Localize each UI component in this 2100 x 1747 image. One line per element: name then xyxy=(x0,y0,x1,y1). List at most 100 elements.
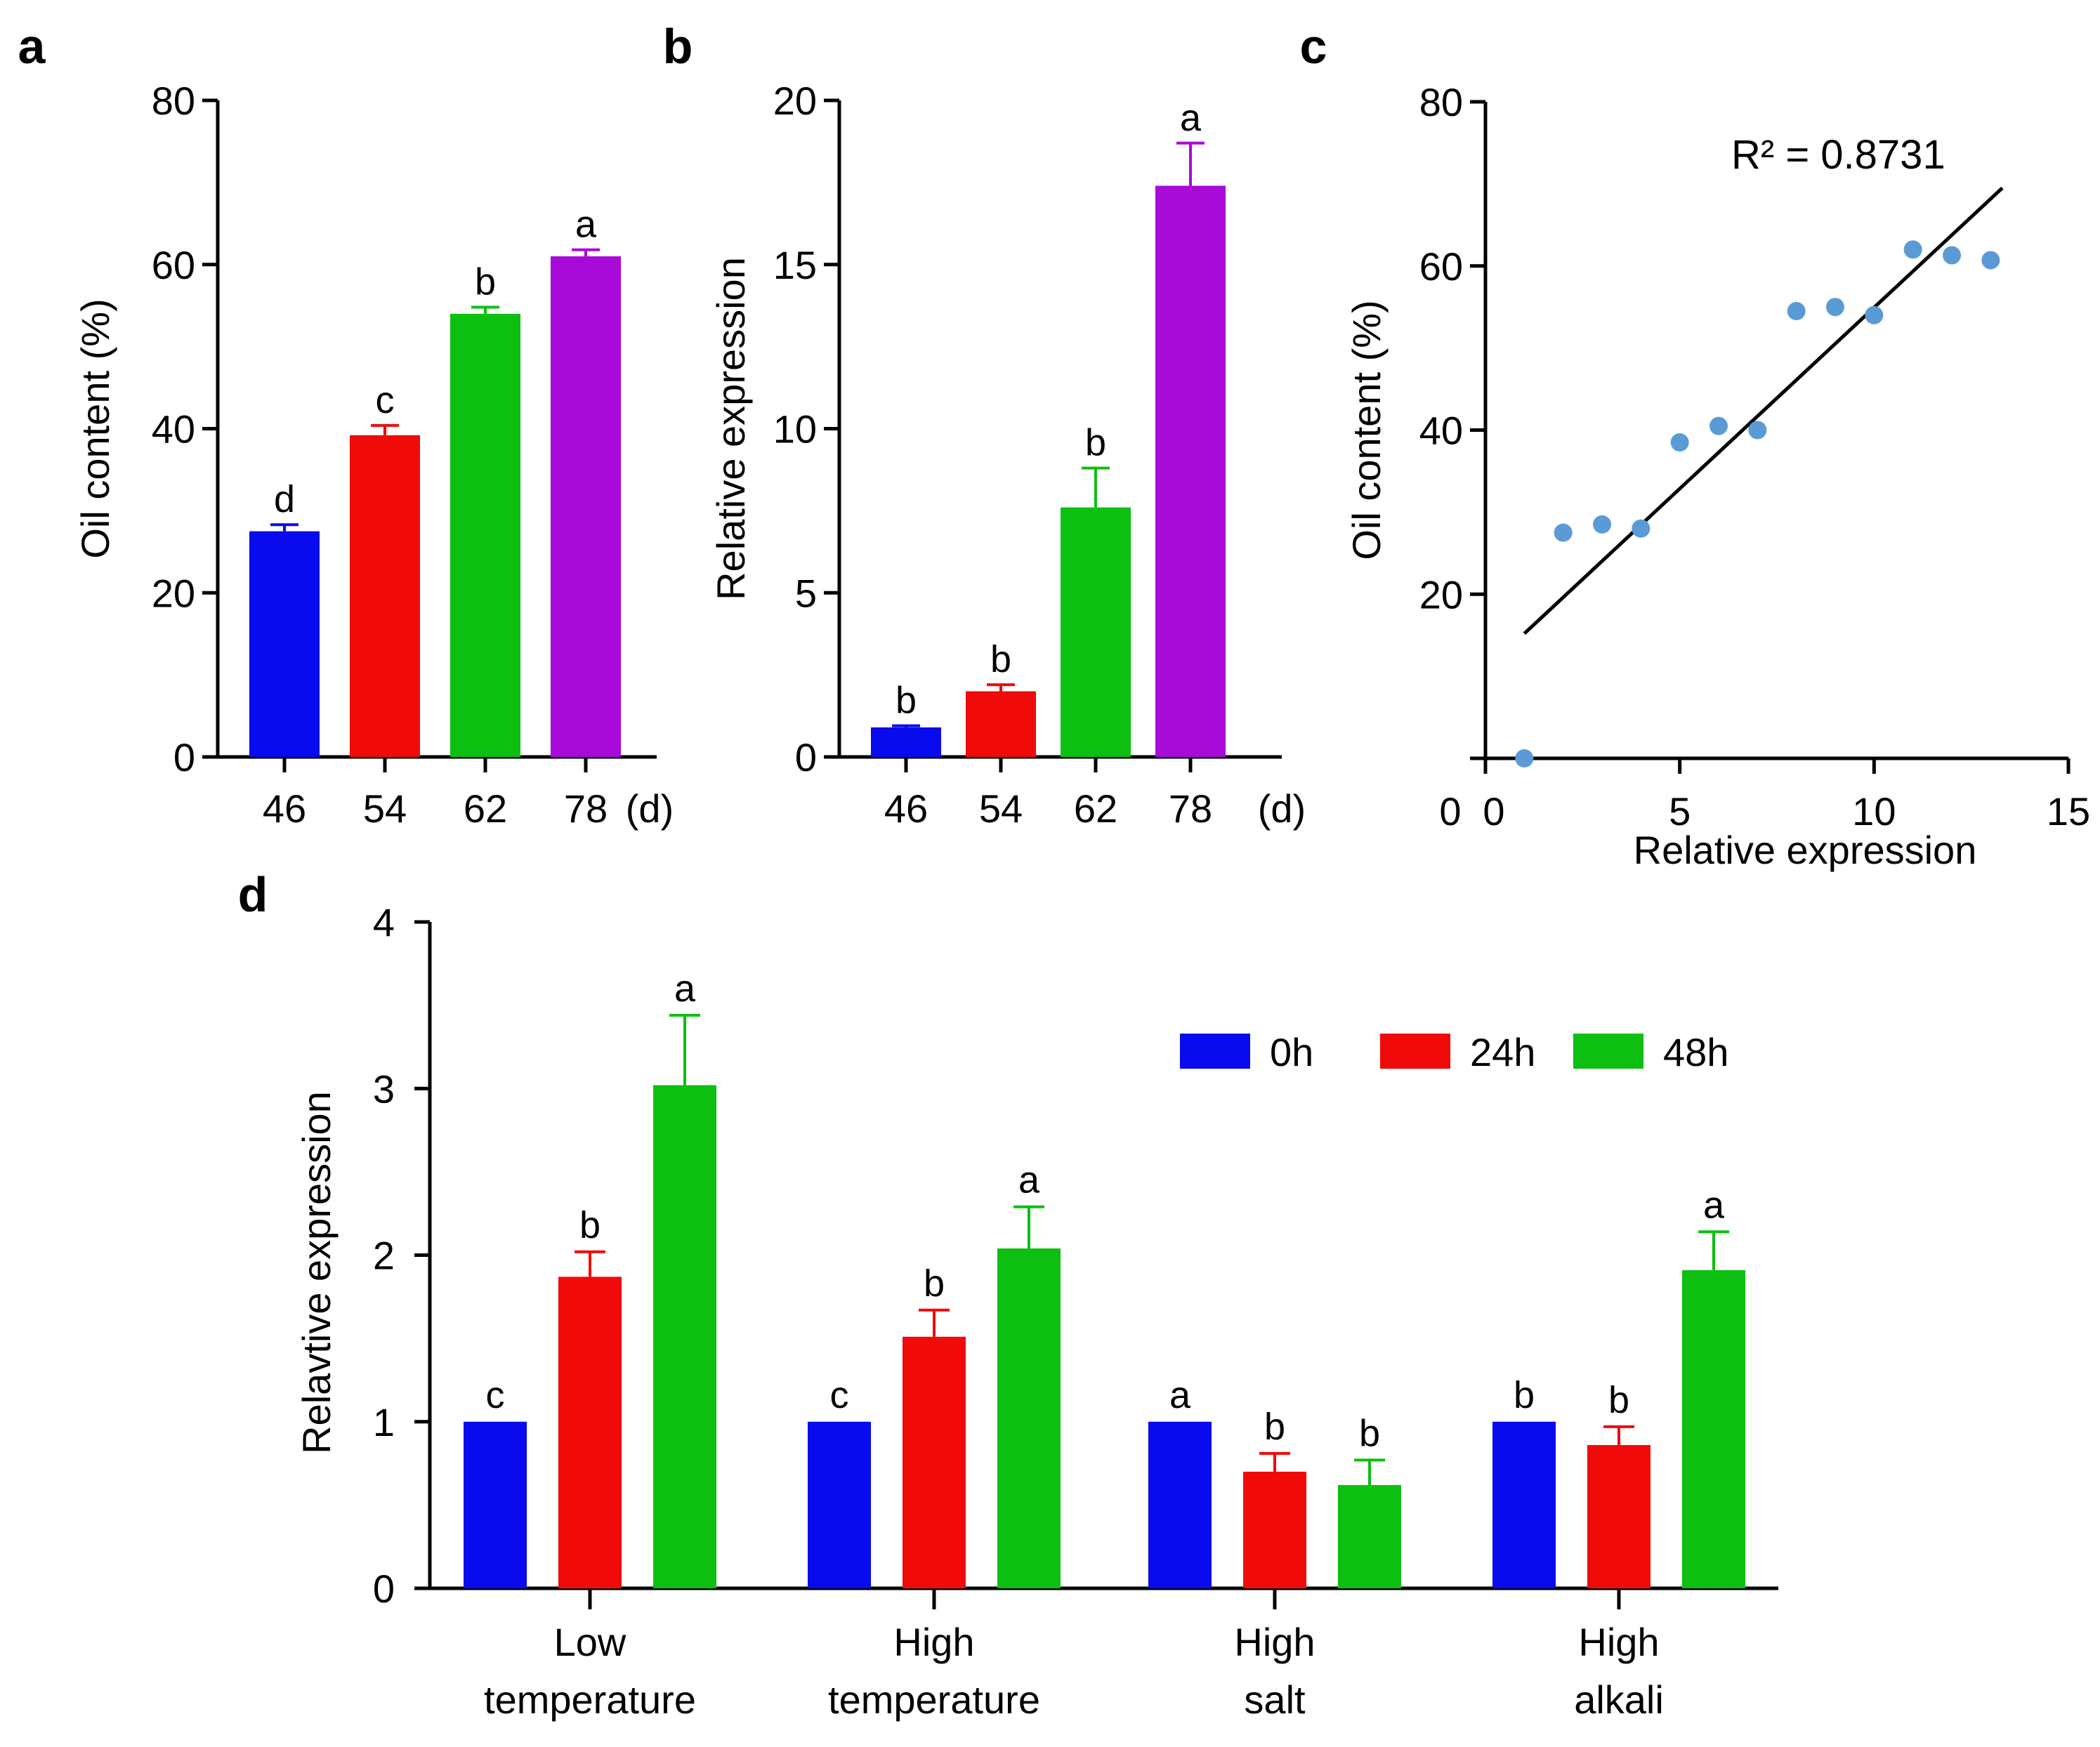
panel-c-y-tick-label: 20 xyxy=(1419,572,1463,617)
panel-a-y-tick-label: 80 xyxy=(152,79,195,123)
panel-d-significance-label: a xyxy=(1169,1374,1191,1416)
panel-d-legend-label: 24h xyxy=(1470,1030,1535,1074)
panel-b-significance-label: b xyxy=(895,680,917,722)
panel-b-bar xyxy=(871,727,941,757)
panel-a-significance-label: a xyxy=(575,204,597,246)
panel-d-x-tick-label: salt xyxy=(1244,1677,1306,1722)
panel-d-significance-label: b xyxy=(924,1263,945,1305)
panel-b-letter: b xyxy=(663,19,693,74)
panel-d-bar-0h xyxy=(808,1421,871,1588)
panel-b-x-tick-label: 46 xyxy=(884,786,928,831)
panel-c-y-axis-label: Oil content (%) xyxy=(1344,300,1389,560)
panel-d-y-tick-label: 2 xyxy=(373,1234,395,1278)
panel-c-data-point xyxy=(1632,519,1651,538)
panel-b-y-tick-label: 10 xyxy=(773,407,817,451)
panel-d-significance-label: b xyxy=(1264,1406,1285,1448)
panel-b-chart: b 0 5 10 15 20 Relative expression 46 b 54 b 62 b 78 a… xyxy=(663,19,1306,831)
panel-c-r2-annotation: R² = 0.8731 xyxy=(1731,132,1945,178)
panel-a-chart: a 0 20 40 60 80 Oil content (%) 46 d 54 c 62 b 78 a (d) xyxy=(18,19,674,831)
panel-d-bar-48h xyxy=(997,1248,1061,1588)
panel-a-bar xyxy=(249,531,320,757)
panel-d-bar-0h xyxy=(464,1421,527,1588)
panel-b-bar xyxy=(1155,185,1226,757)
panel-a-significance-label: b xyxy=(475,261,496,303)
panel-b-y-tick-label: 5 xyxy=(795,571,817,615)
panel-a-x-tick-label: 54 xyxy=(363,786,407,831)
panel-b-y-tick-label: 15 xyxy=(773,243,817,287)
panel-d-legend-swatch-0h xyxy=(1180,1034,1250,1069)
panel-a-y-axis-label: Oil content (%) xyxy=(73,298,117,558)
panel-d-significance-label: b xyxy=(1359,1412,1380,1454)
panel-b-y-tick-label: 20 xyxy=(773,79,817,123)
panel-d-x-tick-label: High xyxy=(1578,1620,1659,1664)
panel-d-bar-24h xyxy=(558,1277,622,1588)
panel-d-y-axis-label: Relavtive expression xyxy=(294,1091,339,1454)
panel-a-bar xyxy=(551,256,621,757)
panel-b-significance-label: b xyxy=(1085,422,1106,464)
panel-b-significance-label: a xyxy=(1180,97,1202,139)
panel-a-y-tick-label: 0 xyxy=(173,735,195,779)
panel-c-data-point xyxy=(1943,246,1961,265)
panel-c-x-tick-label: 5 xyxy=(1669,789,1691,833)
panel-b-bar xyxy=(1061,507,1131,757)
panel-c-data-point xyxy=(1554,523,1573,542)
panel-c-data-point xyxy=(1981,251,2000,270)
panel-d-bar-24h xyxy=(1587,1444,1651,1588)
panel-c-x-axis-label: Relative expression xyxy=(1634,828,1977,872)
panel-c-data-point xyxy=(1709,416,1728,435)
panel-a-x-tick-label: 78 xyxy=(564,786,608,831)
panel-a-x-unit-label: (d) xyxy=(626,786,674,831)
panel-b-x-unit-label: (d) xyxy=(1258,786,1306,831)
panel-d-x-tick-label: Low xyxy=(554,1620,626,1664)
panel-d-significance-label: c xyxy=(486,1374,505,1416)
panel-a-significance-label: d xyxy=(274,478,295,520)
panel-c-x-tick-label: 0 xyxy=(1483,789,1504,833)
panel-d-bar-48h xyxy=(1682,1270,1745,1588)
panel-c-data-point xyxy=(1865,305,1884,324)
panel-c-x-tick-label: 15 xyxy=(2047,789,2090,833)
panel-c-y-tick-label: 0 xyxy=(1439,789,1461,833)
panel-c-data-point xyxy=(1593,515,1611,534)
panel-c-chart: c 20 40 60 80 0 0 5 10 15 Relative expression Oil c… xyxy=(1300,19,2091,872)
panel-d-x-tick-label: temperature xyxy=(484,1677,696,1722)
panel-c-data-point xyxy=(1826,298,1844,317)
panel-d-significance-label: a xyxy=(1018,1159,1040,1201)
panel-b-y-axis-label: Relative expression xyxy=(709,257,753,600)
panel-d-legend-label: 48h xyxy=(1663,1030,1728,1074)
panel-d-bar-24h xyxy=(1243,1471,1306,1588)
panel-d-x-tick-label: High xyxy=(1234,1620,1315,1664)
panel-c-data-point xyxy=(1748,421,1767,440)
panel-a-letter: a xyxy=(18,19,46,74)
panel-d-bar-48h xyxy=(653,1085,716,1588)
panel-d-bar-24h xyxy=(903,1336,966,1588)
panel-a-x-tick-label: 62 xyxy=(464,786,507,831)
panel-d-x-tick-label: alkali xyxy=(1574,1677,1664,1722)
panel-d-letter: d xyxy=(238,867,268,922)
panel-c-x-tick-label: 10 xyxy=(1852,789,1896,833)
panel-c-y-tick-label: 80 xyxy=(1419,80,1463,124)
panel-a-bar xyxy=(450,313,520,757)
panel-b-y-tick-label: 0 xyxy=(795,735,817,779)
panel-c-data-point xyxy=(1787,302,1806,321)
panel-c-letter: c xyxy=(1300,19,1327,74)
panel-a-significance-label: c xyxy=(376,379,395,421)
panel-d-legend-swatch-24h xyxy=(1380,1034,1450,1069)
panel-c-data-point xyxy=(1903,240,1922,259)
panel-b-significance-label: b xyxy=(990,638,1011,680)
panel-d-significance-label: b xyxy=(579,1204,601,1246)
panel-d-chart: d 0 1 2 3 4 Relavtive expression c c a b b b b b a a b a Lo… xyxy=(238,867,1778,1722)
panel-b-x-tick-label: 62 xyxy=(1074,786,1117,831)
panel-d-bar-0h xyxy=(1492,1421,1556,1588)
panel-d-x-tick-label: temperature xyxy=(828,1677,1040,1722)
panel-b-bar xyxy=(966,691,1036,757)
panel-b-x-tick-label: 54 xyxy=(979,786,1023,831)
panel-a-y-tick-label: 20 xyxy=(152,571,195,615)
panel-c-data-point xyxy=(1515,749,1534,767)
panel-d-y-tick-label: 3 xyxy=(373,1067,395,1111)
panel-c-y-tick-label: 40 xyxy=(1419,409,1463,453)
panel-d-significance-label: a xyxy=(674,968,696,1010)
panel-d-bar-48h xyxy=(1338,1484,1401,1588)
panel-d-x-tick-label: High xyxy=(893,1620,974,1664)
panel-d-significance-label: a xyxy=(1703,1184,1725,1226)
